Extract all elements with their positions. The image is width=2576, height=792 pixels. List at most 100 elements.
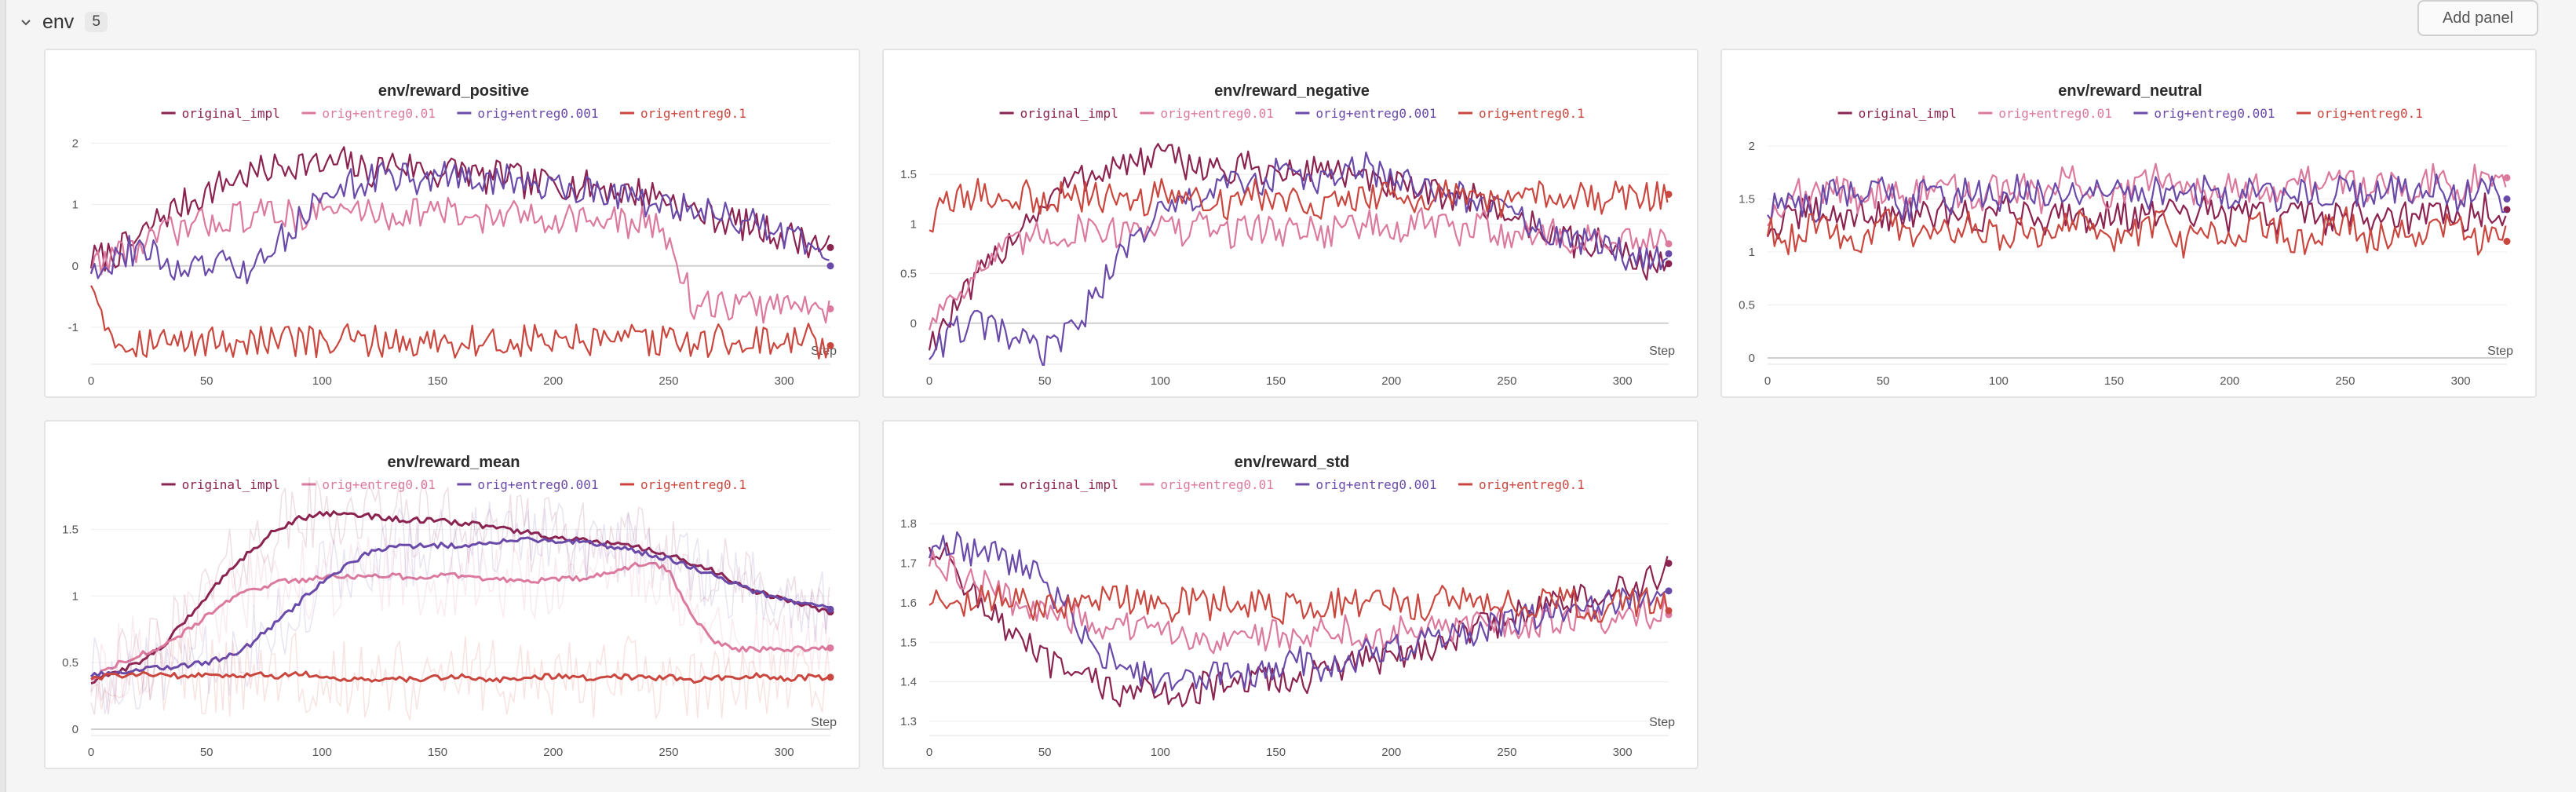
legend-item-orig-entreg0-001[interactable]: orig+entreg0.001 <box>1295 106 1437 121</box>
chart-title: env/reward_positive <box>378 82 529 100</box>
legend-item-orig-entreg0-1[interactable]: orig+entreg0.1 <box>1458 106 1585 121</box>
legend-item-orig-entreg0-1[interactable]: orig+entreg0.1 <box>1458 477 1585 492</box>
series-orig-entreg0-1 <box>929 584 1669 625</box>
series-line <box>90 285 830 360</box>
legend-item-orig-entreg0-001[interactable]: orig+entreg0.001 <box>2133 106 2275 121</box>
series-raw-line <box>90 476 830 715</box>
series-line <box>928 542 1669 708</box>
y-tick-label: 1.7 <box>900 557 917 571</box>
y-tick-label: 1 <box>1749 246 1755 259</box>
x-tick-label: 200 <box>1381 746 1401 759</box>
x-tick-label: 50 <box>1877 374 1890 388</box>
series-end-point <box>826 305 834 312</box>
panel-reward-std[interactable]: env/reward_std original_impl orig+entreg0.… <box>882 420 1698 769</box>
legend-label: original_impl <box>182 477 280 492</box>
legend-label: orig+entreg0.001 <box>477 477 598 492</box>
x-tick-label: 300 <box>2451 374 2471 388</box>
panel-reward-negative[interactable]: env/reward_negative original_impl orig+ent… <box>882 49 1698 398</box>
legend-item-orig-entreg0-01[interactable]: orig+entreg0.01 <box>1140 106 1274 121</box>
y-tick-label: 2 <box>1749 140 1755 153</box>
series-orig-entreg0-001 <box>928 531 1669 694</box>
x-tick-label: 300 <box>1613 374 1633 388</box>
x-tick-label: 50 <box>1038 746 1052 759</box>
x-tick-label: 200 <box>543 746 563 759</box>
chart-title: env/reward_negative <box>1214 82 1370 100</box>
y-tick-label: 0 <box>910 317 917 330</box>
series-line <box>928 531 1669 694</box>
legend-item-orig-entreg0-01[interactable]: orig+entreg0.01 <box>301 106 436 121</box>
x-tick-label: 0 <box>926 746 932 759</box>
legend-item-original-impl[interactable]: original_impl <box>1837 106 1957 121</box>
y-tick-label: 0 <box>1749 352 1755 365</box>
x-tick-label: 100 <box>1151 374 1170 388</box>
legend-item-orig-entreg0-1[interactable]: orig+entreg0.1 <box>620 477 746 492</box>
chart-reward-std: env/reward_std original_impl orig+entreg0.… <box>900 454 1675 759</box>
chart-title: env/reward_mean <box>388 454 520 471</box>
legend-item-orig-entreg0-1[interactable]: orig+entreg0.1 <box>620 106 746 121</box>
series-orig-entreg0-1 <box>929 177 1669 233</box>
series-end-point <box>2503 238 2511 245</box>
chart-legend: original_impl orig+entreg0.01 orig+entreg0… <box>1837 106 2423 121</box>
series-original-impl <box>928 542 1669 708</box>
series-end-point <box>1665 190 1673 198</box>
x-tick-label: 150 <box>1266 374 1286 388</box>
legend-label: orig+entreg0.01 <box>322 106 436 121</box>
series-line <box>90 670 830 684</box>
chart-legend: original_impl orig+entreg0.01 orig+entreg0… <box>999 106 1585 121</box>
panel-reward-mean[interactable]: env/reward_mean original_impl orig+entreg0… <box>44 420 860 769</box>
legend-label: orig+entreg0.001 <box>1315 106 1436 121</box>
y-tick-label: 0 <box>72 723 78 736</box>
legend-item-orig-entreg0-01[interactable]: orig+entreg0.01 <box>1140 477 1274 492</box>
series-line <box>90 561 830 681</box>
legend-item-orig-entreg0-001[interactable]: orig+entreg0.001 <box>1295 477 1437 492</box>
legend-item-orig-entreg0-001[interactable]: orig+entreg0.001 <box>457 106 599 121</box>
y-tick-label: 0.5 <box>900 268 917 281</box>
y-tick-label: 1.5 <box>1739 193 1755 206</box>
legend-item-orig-entreg0-1[interactable]: orig+entreg0.1 <box>2297 106 2423 121</box>
legend-item-original-impl[interactable]: original_impl <box>999 477 1118 492</box>
chart-legend: original_impl orig+entreg0.01 orig+entreg0… <box>999 477 1585 492</box>
chart-reward-neutral: env/reward_neutral original_impl orig+entr… <box>1739 82 2513 388</box>
legend-label: orig+entreg0.01 <box>322 477 436 492</box>
x-tick-label: 50 <box>200 374 213 388</box>
legend-label: original_impl <box>1020 106 1118 121</box>
x-tick-label: 250 <box>1497 374 1516 388</box>
x-axis-label: Step <box>1649 716 1675 729</box>
series-end-point <box>826 243 834 251</box>
y-tick-label: 1.6 <box>900 597 917 610</box>
add-panel-button[interactable]: Add panel <box>2417 0 2538 36</box>
series-line <box>89 536 830 678</box>
legend-label: orig+entreg0.01 <box>1160 477 1274 492</box>
series-raw-line <box>90 631 830 721</box>
x-tick-label: 0 <box>1764 374 1771 388</box>
legend-item-orig-entreg0-001[interactable]: orig+entreg0.001 <box>457 477 599 492</box>
legend-item-original-impl[interactable]: original_impl <box>161 477 280 492</box>
panel-reward-positive[interactable]: env/reward_positive original_impl orig+ent… <box>44 49 860 398</box>
panel-reward-neutral[interactable]: env/reward_neutral original_impl orig+entr… <box>1720 49 2537 398</box>
legend-item-orig-entreg0-01[interactable]: orig+entreg0.01 <box>301 477 436 492</box>
y-tick-label: 1.3 <box>900 715 917 728</box>
x-tick-label: 300 <box>775 746 794 759</box>
series-orig-entreg0-1 <box>90 631 830 721</box>
x-tick-label: 250 <box>1497 746 1516 759</box>
series-end-point <box>1665 587 1673 595</box>
series-orig-entreg0-001 <box>1767 173 2506 223</box>
series-end-point <box>826 644 834 651</box>
legend-item-orig-entreg0-01[interactable]: orig+entreg0.01 <box>1978 106 2112 121</box>
x-tick-label: 200 <box>2220 374 2239 388</box>
legend-item-original-impl[interactable]: original_impl <box>999 106 1118 121</box>
x-axis-label: Step <box>811 716 837 729</box>
legend-label: orig+entreg0.01 <box>1160 106 1274 121</box>
y-tick-label: 1 <box>910 217 917 231</box>
legend-item-original-impl[interactable]: original_impl <box>161 106 280 121</box>
section-header[interactable]: env 5 <box>17 6 108 38</box>
y-tick-label: 2 <box>72 137 78 150</box>
series-end-point <box>826 605 834 613</box>
series-line <box>89 196 830 324</box>
x-tick-label: 150 <box>2104 374 2124 388</box>
series-orig-entreg0-01 <box>928 206 1669 330</box>
series-line <box>929 177 1669 233</box>
series-orig-entreg0-001 <box>929 151 1669 366</box>
chevron-down-icon[interactable] <box>17 13 35 31</box>
series-line <box>928 143 1669 351</box>
